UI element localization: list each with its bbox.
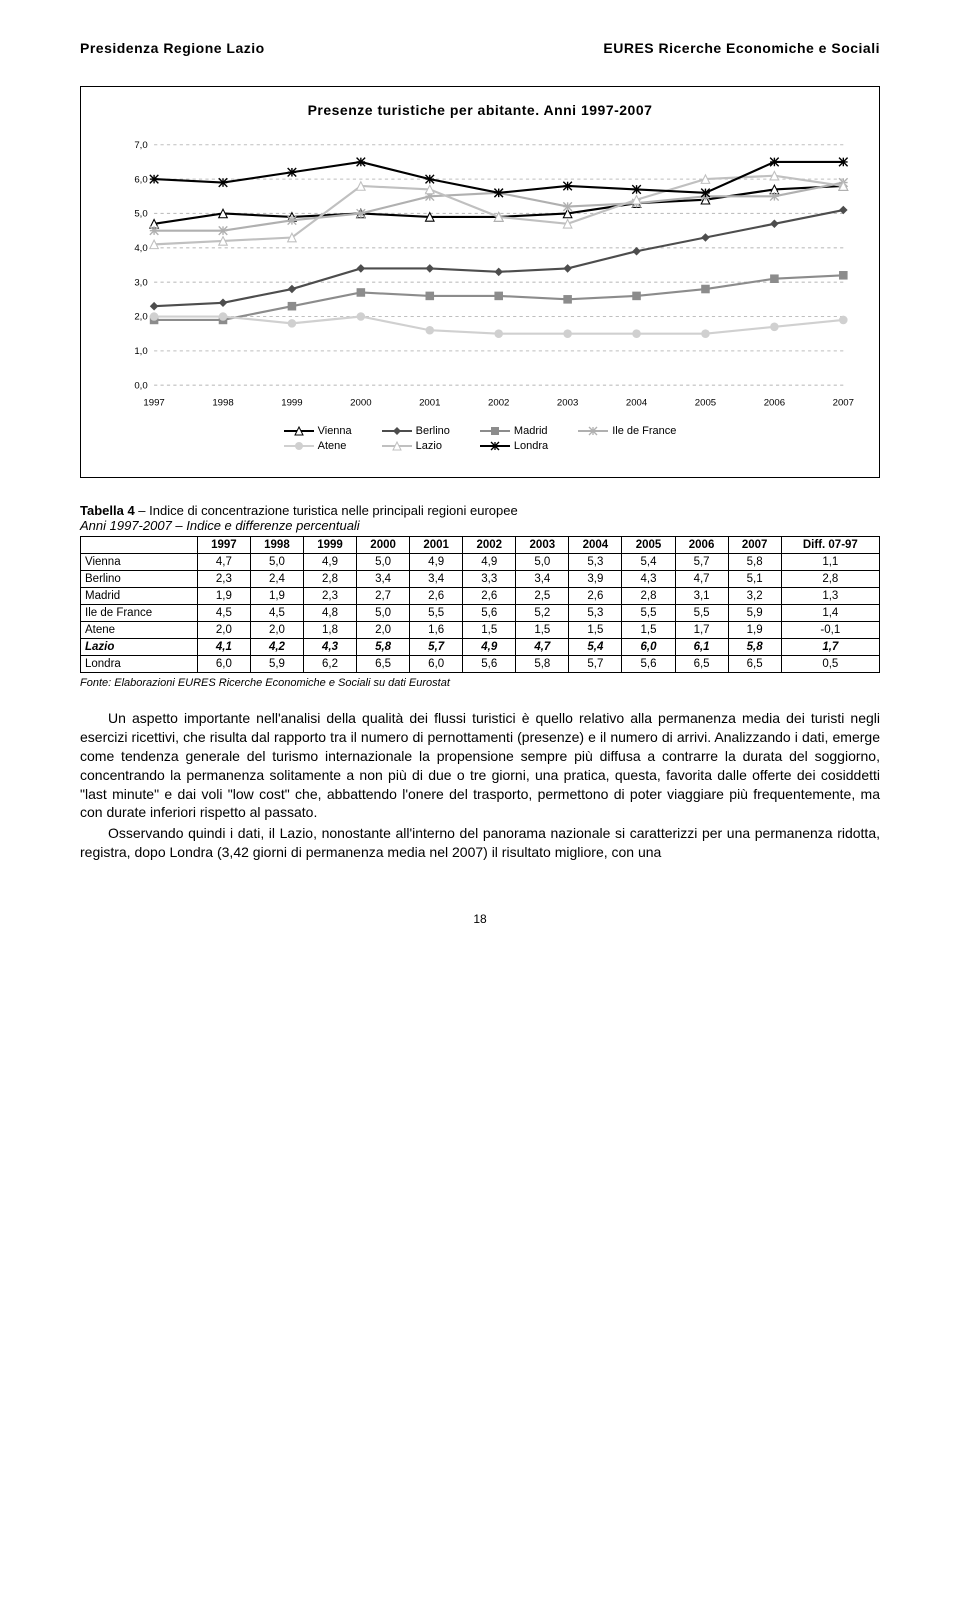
table-row: Vienna4,75,04,95,04,94,95,05,35,45,75,81… [81,554,880,571]
legend-item: Vienna [284,425,352,437]
svg-text:2002: 2002 [488,398,509,409]
svg-text:2005: 2005 [695,398,716,409]
table-row: Atene2,02,01,82,01,61,51,51,51,51,71,9-0… [81,622,880,639]
table-header-cell: 1999 [303,537,356,554]
chart-container: Presenze turistiche per abitante. Anni 1… [80,86,880,478]
body-para-2: Osservando quindi i dati, il Lazio, nono… [80,824,880,862]
table-row: Madrid1,91,92,32,72,62,62,52,62,83,13,21… [81,588,880,605]
table-header-cell: 2001 [410,537,463,554]
table-source: Fonte: Elaborazioni EURES Ricerche Econo… [80,677,880,689]
table-header-cell: 2004 [569,537,622,554]
body-para-1: Un aspetto importante nell'analisi della… [80,709,880,822]
page-number: 18 [80,912,880,926]
table-header-cell: 1997 [197,537,250,554]
svg-text:1999: 1999 [281,398,302,409]
table-header-cell: 2000 [357,537,410,554]
table-row: Berlino2,32,42,83,43,43,33,43,94,34,75,1… [81,571,880,588]
legend-item: Ile de France [578,425,676,437]
svg-text:4,0: 4,0 [134,243,147,254]
table-row: Londra6,05,96,26,56,05,65,85,75,66,56,50… [81,656,880,673]
chart-title: Presenze turistiche per abitante. Anni 1… [106,102,854,118]
table-row: Lazio4,14,24,35,85,74,94,75,46,06,15,81,… [81,639,880,656]
table-caption-bold: Tabella 4 [80,503,135,518]
legend-item: Madrid [480,425,548,437]
svg-text:3,0: 3,0 [134,277,147,288]
table-header-cell: 1998 [250,537,303,554]
svg-text:2,0: 2,0 [134,312,147,323]
svg-text:1998: 1998 [212,398,233,409]
legend-item: Atene [284,440,352,452]
svg-text:2003: 2003 [557,398,578,409]
legend-item: Berlino [382,425,450,437]
svg-text:0,0: 0,0 [134,380,147,391]
svg-text:1,0: 1,0 [134,346,147,357]
table-header-cell: 2007 [728,537,781,554]
svg-text:5,0: 5,0 [134,209,147,220]
table-header-cell: 2003 [516,537,569,554]
page-header: Presidenza Regione Lazio EURES Ricerche … [80,40,880,56]
svg-text:6,0: 6,0 [134,174,147,185]
chart-legend: Vienna Atene Berlino Lazio Madrid Londra Ile d… [106,425,854,452]
table-header-cell: Diff. 07-97 [781,537,879,554]
table-caption: Tabella 4 – Indice di concentrazione tur… [80,503,880,533]
legend-item: Lazio [382,440,450,452]
table-header-cell: 2005 [622,537,675,554]
table-caption-rest: – Indice di concentrazione turistica nel… [135,503,518,518]
svg-text:2006: 2006 [764,398,785,409]
svg-text:2004: 2004 [626,398,648,409]
table-caption-line2: Anni 1997-2007 – Indice e differenze per… [80,518,360,533]
table-header-cell [81,537,198,554]
svg-text:2000: 2000 [350,398,371,409]
svg-text:2001: 2001 [419,398,440,409]
svg-text:1997: 1997 [143,398,164,409]
svg-text:7,0: 7,0 [134,140,147,151]
table-row: Ile de France4,54,54,85,05,55,65,25,35,5… [81,605,880,622]
header-left: Presidenza Regione Lazio [80,40,265,56]
svg-text:2007: 2007 [833,398,854,409]
header-right: EURES Ricerche Economiche e Sociali [603,40,880,56]
table-header-cell: 2002 [463,537,516,554]
legend-item: Londra [480,440,548,452]
table-header-cell: 2006 [675,537,728,554]
data-table: 1997199819992000200120022003200420052006… [80,536,880,673]
line-chart: 0,0 1,0 2,0 3,0 4,0 5,0 6,0 7,0 1997 1998 1999 2000… [106,133,854,413]
